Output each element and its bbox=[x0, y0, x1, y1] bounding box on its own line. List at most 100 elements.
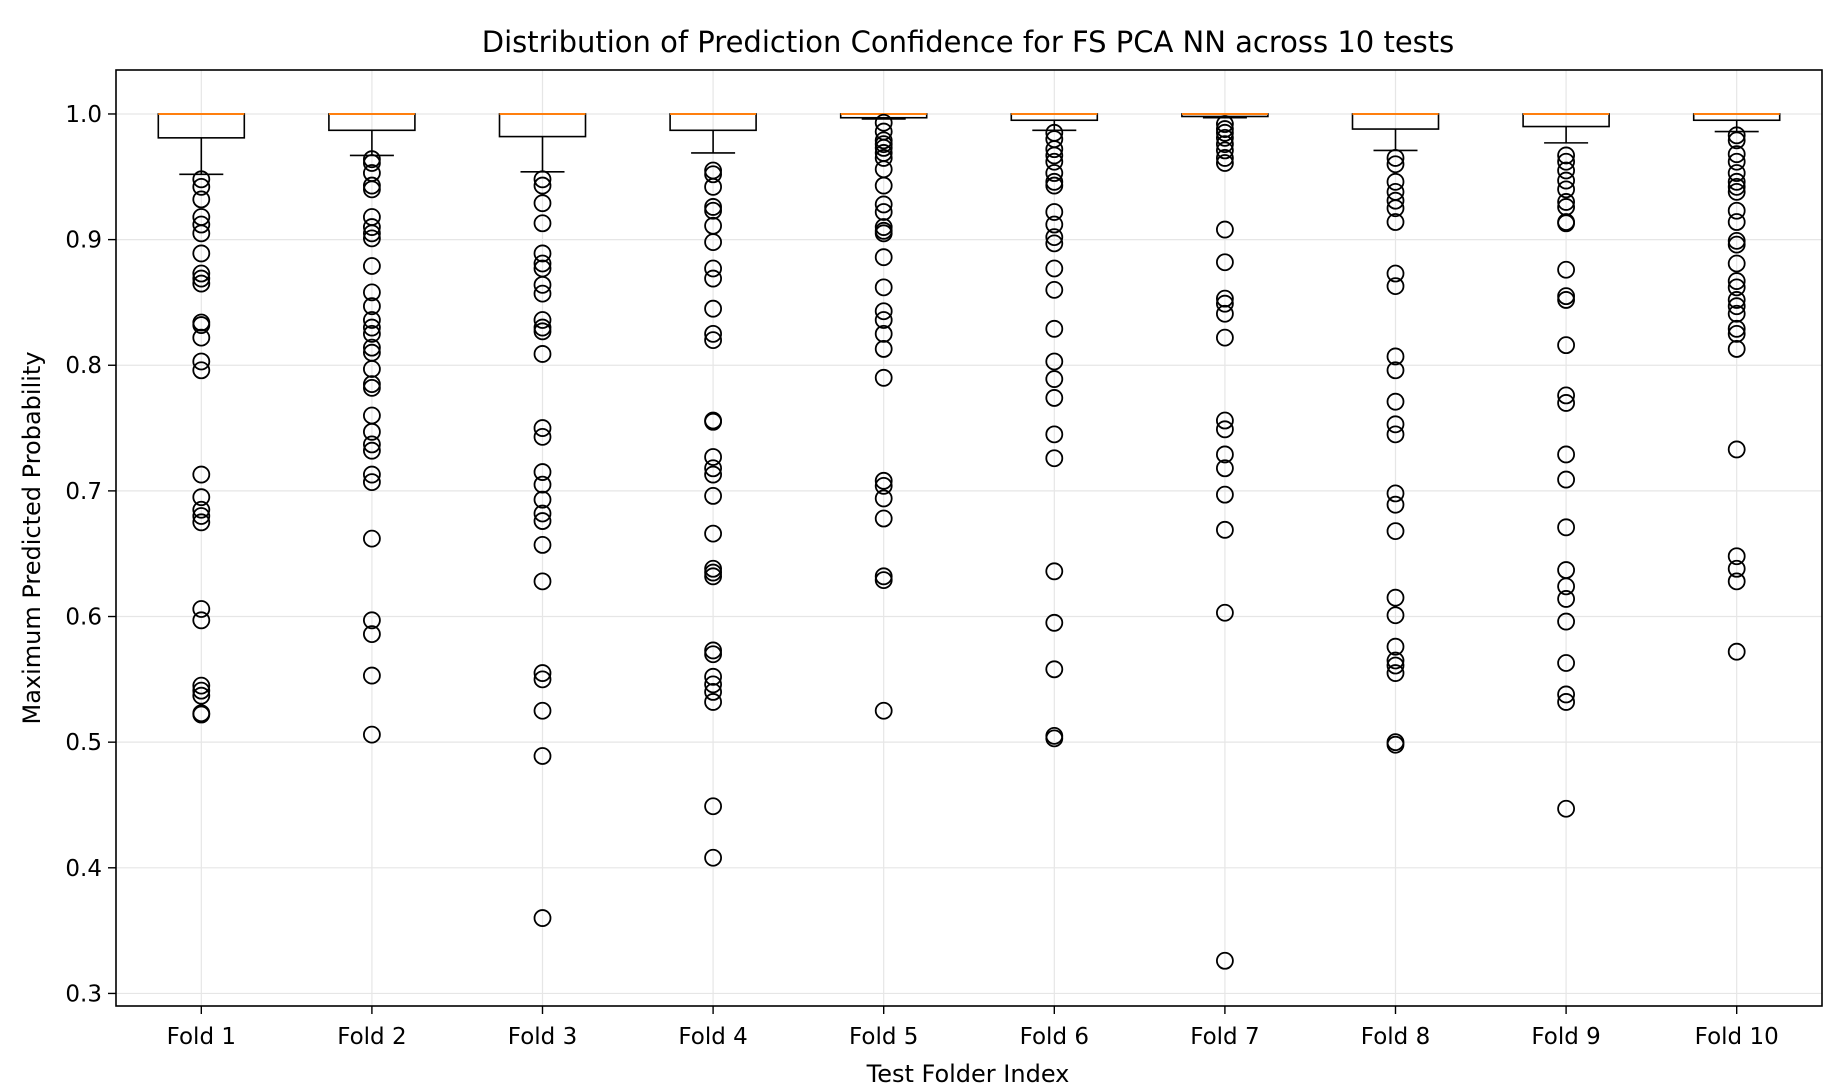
outlier-point bbox=[874, 203, 893, 221]
outlier-point bbox=[1727, 254, 1746, 273]
outlier-point bbox=[704, 524, 722, 543]
outlier-point bbox=[1727, 340, 1746, 358]
outlier-point bbox=[1045, 319, 1064, 338]
outlier-point bbox=[1045, 234, 1064, 253]
outlier-point bbox=[362, 338, 381, 357]
outlier-point bbox=[192, 681, 211, 700]
outlier-point bbox=[1727, 440, 1746, 459]
box-9 bbox=[1522, 112, 1610, 818]
outlier-point bbox=[874, 195, 893, 214]
outlier-point bbox=[704, 797, 722, 816]
outlier-point bbox=[1216, 123, 1234, 142]
outlier-point bbox=[1045, 370, 1064, 388]
outlier-point bbox=[704, 299, 722, 318]
outlier-point bbox=[704, 683, 722, 701]
outlier-point bbox=[192, 244, 211, 263]
outlier-point bbox=[1557, 386, 1575, 405]
outlier-point bbox=[704, 324, 722, 343]
outlier-point bbox=[1386, 213, 1405, 231]
outlier-point bbox=[704, 331, 722, 350]
outlier-point bbox=[704, 259, 722, 278]
outlier-point bbox=[362, 611, 381, 630]
outlier-point bbox=[1727, 145, 1746, 164]
outlier-point bbox=[704, 233, 722, 252]
outlier-point bbox=[192, 269, 211, 288]
outlier-point bbox=[1216, 445, 1234, 464]
outlier-point bbox=[1216, 253, 1234, 272]
outlier-point bbox=[362, 180, 381, 199]
outlier-point bbox=[1045, 164, 1064, 182]
outlier-point bbox=[1216, 328, 1234, 347]
outlier-point bbox=[1045, 146, 1064, 165]
outlier-point bbox=[1045, 215, 1064, 234]
outlier-point bbox=[533, 244, 552, 263]
outlier-point bbox=[874, 340, 893, 358]
outlier-point bbox=[362, 229, 381, 248]
outlier-point bbox=[362, 218, 381, 236]
outlier-point bbox=[1557, 161, 1575, 180]
box-3 bbox=[498, 112, 587, 927]
outlier-point bbox=[1216, 603, 1234, 622]
outlier-point bbox=[704, 487, 722, 505]
outlier-point bbox=[362, 378, 381, 397]
x-tick-label: Fold 9 bbox=[1531, 1024, 1600, 1050]
outlier-point bbox=[1727, 131, 1746, 150]
outlier-point bbox=[1557, 291, 1575, 309]
y-axis-ticks: 0.3 0.4 0.5 0.6 0.7 0.8 0.9 1.0 bbox=[65, 102, 116, 1007]
y-tick-label: 0.8 bbox=[65, 353, 102, 379]
outlier-point bbox=[1727, 172, 1746, 191]
y-tick-label: 0.5 bbox=[65, 730, 102, 756]
outlier-point bbox=[533, 670, 552, 689]
outlier-point bbox=[704, 667, 722, 686]
outlier-point bbox=[1386, 347, 1405, 366]
outlier-point bbox=[1216, 420, 1234, 439]
outlier-point bbox=[704, 165, 722, 184]
outlier-point bbox=[362, 441, 381, 460]
outlier-point bbox=[1045, 425, 1064, 444]
outlier-point bbox=[1216, 485, 1234, 504]
outlier-point bbox=[874, 311, 893, 329]
outlier-point bbox=[1045, 729, 1064, 748]
outlier-point bbox=[533, 490, 552, 509]
outlier-point bbox=[1386, 735, 1405, 754]
x-tick-label: Fold 8 bbox=[1361, 1024, 1430, 1050]
outlier-point bbox=[533, 322, 552, 341]
outlier-point bbox=[874, 248, 893, 267]
y-tick-label: 0.3 bbox=[65, 981, 102, 1007]
x-tick-label: Fold 10 bbox=[1695, 1024, 1779, 1050]
outlier-point bbox=[1216, 459, 1234, 478]
outlier-point bbox=[533, 427, 552, 446]
outlier-point bbox=[1727, 304, 1746, 323]
outlier-point bbox=[533, 275, 552, 294]
outlier-point bbox=[1727, 272, 1746, 290]
outlier-point bbox=[1045, 140, 1064, 159]
outlier-point bbox=[1045, 389, 1064, 407]
outlier-point bbox=[704, 693, 722, 711]
outlier-point bbox=[704, 848, 722, 867]
outlier-point bbox=[874, 176, 893, 195]
outlier-point bbox=[1557, 612, 1575, 631]
outlier-point bbox=[362, 422, 381, 441]
outlier-point bbox=[704, 201, 722, 220]
outlier-point bbox=[533, 909, 552, 927]
y-tick-label: 1.0 bbox=[65, 102, 102, 128]
outlier-point bbox=[533, 284, 552, 303]
outlier-point bbox=[1386, 495, 1405, 514]
outlier-point bbox=[1216, 149, 1234, 167]
outlier-point bbox=[1216, 304, 1234, 323]
outlier-point bbox=[1727, 126, 1746, 145]
plot-area-frame bbox=[115, 69, 1823, 1007]
outlier-point bbox=[362, 666, 381, 685]
outlier-point bbox=[362, 154, 381, 172]
outlier-point bbox=[192, 611, 211, 630]
outlier-point bbox=[874, 138, 893, 157]
outlier-point bbox=[1727, 177, 1746, 196]
outlier-point bbox=[192, 600, 211, 618]
outlier-point bbox=[362, 465, 381, 484]
y-axis-label: Maximum Predicted Probability bbox=[18, 351, 46, 724]
box-1 bbox=[157, 112, 246, 724]
outlier-point bbox=[1727, 572, 1746, 591]
outlier-point bbox=[1727, 152, 1746, 171]
outlier-point bbox=[1557, 336, 1575, 355]
outlier-point bbox=[192, 488, 211, 507]
